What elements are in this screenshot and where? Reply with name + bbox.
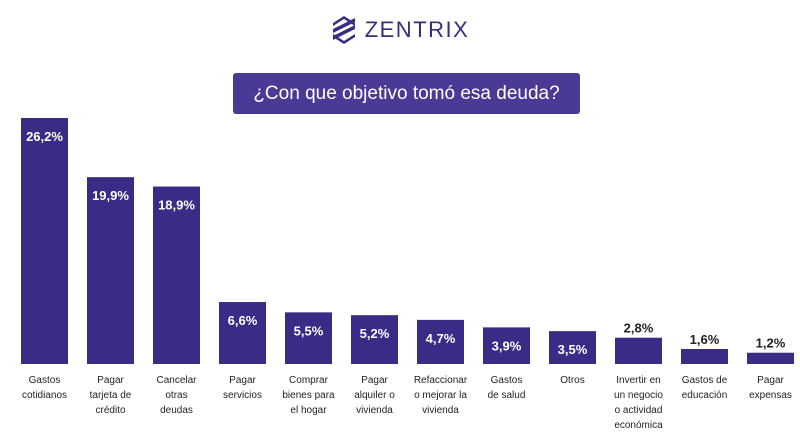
bar-4: [285, 312, 332, 364]
brand-name: ZENTRIX: [364, 17, 470, 42]
data-label-7: 3,9%: [492, 338, 522, 353]
category-label-4: Comprar bienes para el hogar: [282, 375, 335, 416]
category-label-1: Pagar tarjeta de crédito: [90, 375, 132, 416]
data-label-1: 19,9%: [92, 188, 129, 203]
category-label-8: Otros: [560, 375, 584, 386]
data-label-9: 2,8%: [624, 321, 654, 336]
chart-title: ¿Con que objetivo tomó esa deuda?: [253, 82, 560, 104]
bar-2: [153, 186, 200, 364]
data-label-4: 5,5%: [294, 323, 324, 338]
zentrix-logo-icon: [331, 14, 357, 46]
data-label-5: 5,2%: [360, 326, 390, 341]
data-label-2: 18,9%: [158, 198, 195, 213]
data-label-6: 4,7%: [426, 331, 456, 346]
data-label-0: 26,2%: [26, 129, 63, 144]
bar-11: [747, 352, 794, 364]
data-label-3: 6,6%: [228, 313, 258, 328]
bar-3: [219, 302, 266, 364]
category-label-6: Refaccionar o mejorar la vivienda: [414, 375, 468, 416]
bar-7: [483, 327, 530, 364]
category-label-5: Pagar alquiler o vivienda: [354, 375, 395, 416]
category-label-10: Gastos de educación: [682, 375, 728, 401]
data-label-10: 1,6%: [690, 332, 720, 347]
category-label-7: Gastos de salud: [488, 375, 526, 401]
data-label-11: 1,2%: [756, 336, 786, 351]
data-label-8: 3,5%: [558, 342, 588, 357]
category-label-3: Pagar servicios: [223, 375, 262, 401]
bar-1: [87, 177, 134, 364]
category-label-9: Invertir en un negocio o actividad económic…: [614, 375, 663, 431]
bar-10: [681, 348, 728, 364]
category-label-2: Cancelar otras deudas: [156, 375, 197, 416]
brand-logo: ZENTRIX: [0, 14, 800, 46]
category-label-0: Gastos cotidianos: [22, 375, 67, 401]
category-label-11: Pagar expensas: [749, 375, 792, 401]
bar-6: [417, 319, 464, 364]
bar-5: [351, 315, 398, 364]
chart-title-banner: ¿Con que objetivo tomó esa deuda?: [233, 73, 580, 114]
bar-0: [21, 118, 68, 364]
bar-9: [615, 337, 662, 364]
bar-8: [549, 331, 596, 364]
